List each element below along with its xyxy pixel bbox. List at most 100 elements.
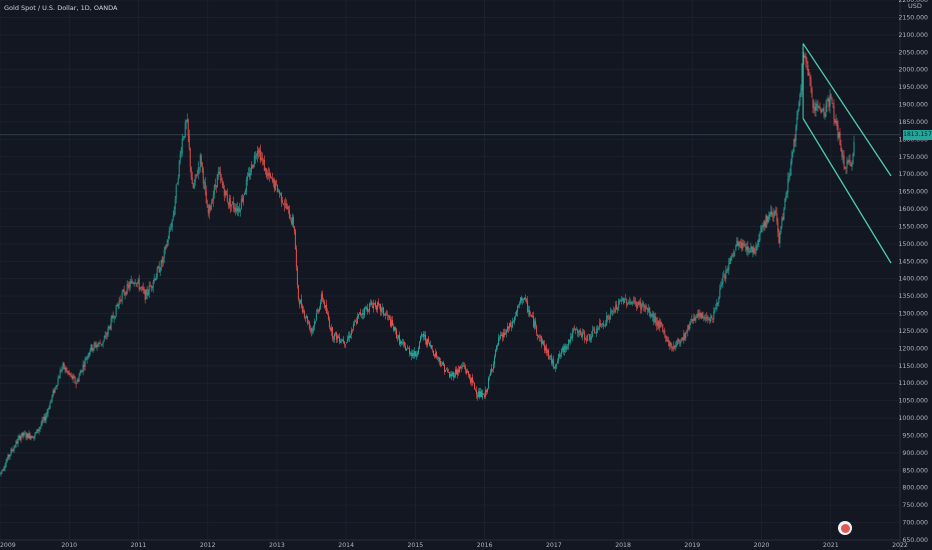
- candle-body: [659, 321, 661, 328]
- candle-body: [337, 336, 339, 338]
- candle-body: [77, 380, 79, 381]
- candle-body: [581, 334, 583, 337]
- candle-body: [465, 366, 466, 371]
- candle-body: [706, 316, 708, 319]
- candle-body: [749, 250, 751, 253]
- candle-body: [230, 204, 232, 207]
- candle-body: [358, 312, 360, 314]
- candle-body: [489, 376, 491, 378]
- candle-body: [828, 99, 830, 108]
- x-tick-label: 2012: [200, 542, 216, 549]
- candle-body: [557, 360, 559, 364]
- candle-body: [167, 239, 169, 242]
- candle-body: [694, 318, 696, 321]
- candle-body: [52, 390, 54, 396]
- candle-body: [723, 275, 725, 276]
- candle-body: [650, 315, 652, 317]
- candle-body: [794, 139, 796, 142]
- candle-body: [732, 255, 734, 257]
- candle-body: [330, 327, 332, 332]
- candle-body: [776, 212, 778, 222]
- y-tick-label: 2050.000: [898, 49, 928, 56]
- candle-body: [799, 94, 801, 105]
- y-tick-label: 650.000: [902, 537, 928, 544]
- candle-body: [838, 133, 840, 137]
- candle-body: [691, 318, 693, 321]
- candle-body: [63, 362, 65, 369]
- candle-body: [10, 449, 12, 455]
- candle-body: [124, 293, 126, 295]
- candle-body: [53, 390, 55, 394]
- candle-body: [556, 364, 558, 366]
- candle-body: [646, 307, 648, 309]
- candle-body: [276, 184, 278, 193]
- candle-body: [634, 300, 636, 302]
- candle-body: [232, 201, 234, 208]
- candle-body: [452, 372, 453, 376]
- candle-body: [696, 314, 698, 318]
- candle-body: [352, 323, 354, 329]
- candle-body: [84, 358, 86, 367]
- candle-body: [86, 356, 88, 360]
- candle-body: [45, 415, 47, 421]
- y-tick-label: 1000.000: [898, 415, 928, 422]
- currency-label: USD: [908, 2, 922, 10]
- candle-body: [242, 195, 244, 203]
- candle-body: [763, 220, 765, 227]
- candle-body: [431, 345, 432, 349]
- candle-body: [203, 182, 205, 184]
- candle-body: [469, 374, 470, 379]
- candle-body: [257, 150, 259, 154]
- candle-body: [237, 208, 239, 212]
- candle-body: [846, 161, 848, 168]
- candle-body: [23, 433, 25, 436]
- candle-body: [488, 377, 490, 389]
- candle-body: [393, 326, 394, 331]
- candle-body: [267, 173, 269, 176]
- candle-body: [114, 316, 116, 319]
- candle-body: [261, 157, 263, 160]
- tradingview-logo-icon[interactable]: [838, 521, 852, 535]
- candle-body: [222, 183, 224, 189]
- candle-body: [843, 155, 845, 166]
- candle-body: [92, 348, 94, 351]
- candle-body: [374, 301, 376, 308]
- candle-body: [584, 332, 586, 340]
- y-tick-label: 1400.000: [898, 276, 928, 283]
- candle-body: [447, 369, 448, 372]
- candle-body: [323, 301, 325, 308]
- candle-body: [464, 365, 465, 368]
- candle-body: [446, 368, 447, 370]
- candle-body: [305, 315, 307, 318]
- candle-body: [403, 341, 404, 344]
- candle-body: [138, 279, 140, 289]
- candle-body: [475, 389, 477, 390]
- y-tick-label: 850.000: [902, 467, 928, 474]
- candle-body: [550, 355, 552, 357]
- x-tick-label: 2018: [615, 542, 631, 549]
- candle-body: [75, 383, 77, 385]
- candle-body: [541, 336, 543, 345]
- candle-body: [341, 339, 343, 342]
- candle-body: [453, 372, 454, 378]
- candle-body: [39, 426, 41, 429]
- candle-body: [130, 280, 132, 284]
- candle-body: [258, 150, 260, 153]
- candle-body: [308, 322, 310, 329]
- candle-body: [640, 301, 642, 310]
- candle-body: [400, 340, 401, 344]
- candle-body: [519, 303, 521, 305]
- candle-body: [376, 302, 378, 310]
- candle-body: [619, 300, 621, 302]
- candle-body: [504, 332, 506, 336]
- candle-body: [231, 201, 233, 204]
- candle-body: [805, 55, 807, 62]
- candle-body: [334, 332, 336, 334]
- candle-body: [477, 395, 479, 397]
- candle-body: [671, 345, 673, 348]
- candle-body: [837, 124, 839, 139]
- candle-body: [642, 303, 644, 305]
- candle-body: [483, 394, 485, 395]
- candle-body: [158, 265, 160, 273]
